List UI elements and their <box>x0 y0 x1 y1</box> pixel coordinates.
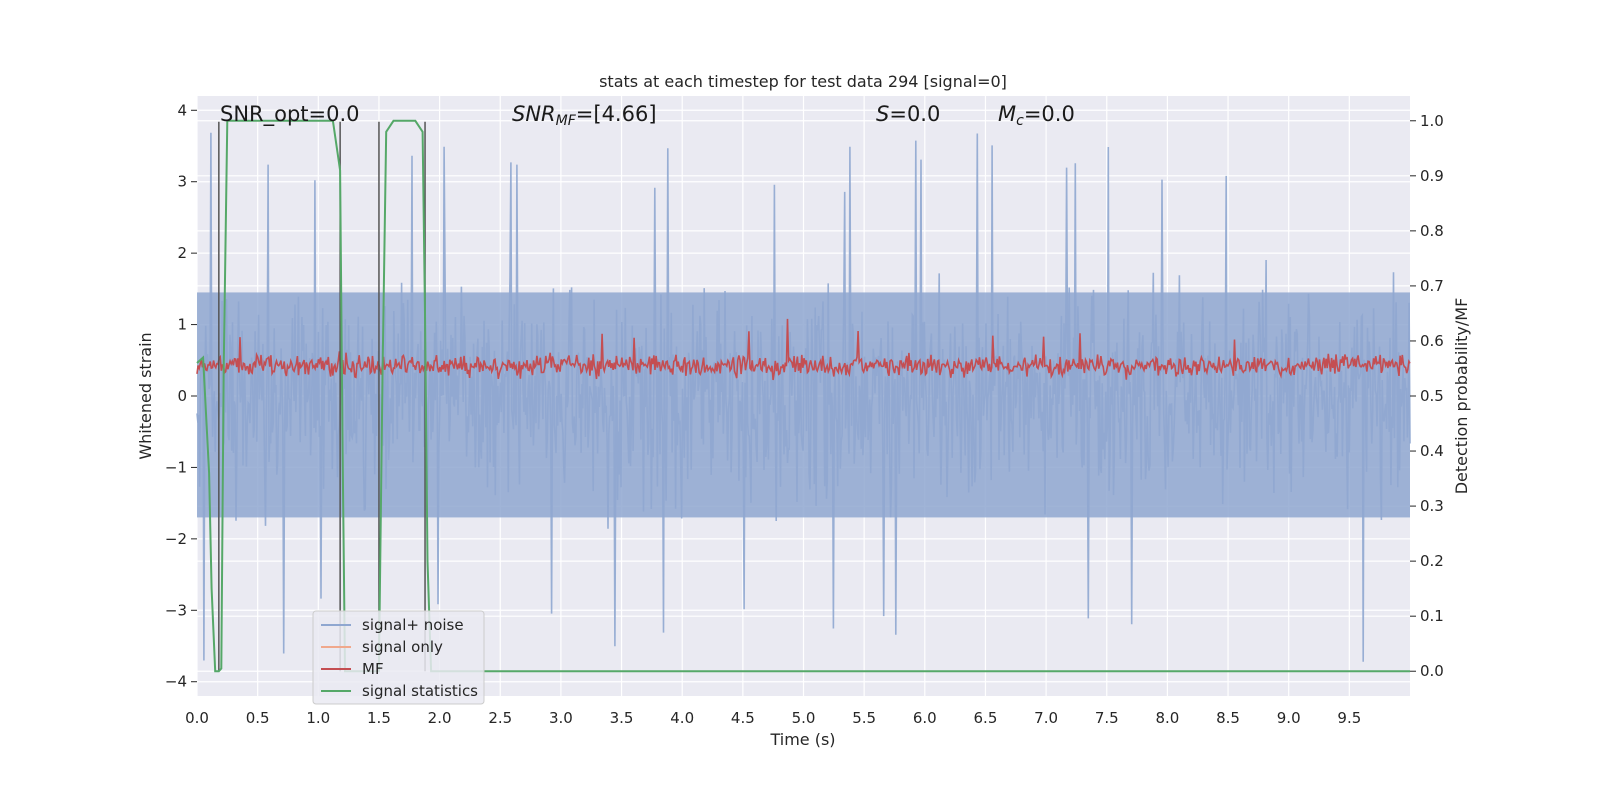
y-tick-label: 3 <box>177 173 187 191</box>
y2-tick-label: 0.6 <box>1420 332 1444 350</box>
x-tick-label: 8.5 <box>1216 709 1240 727</box>
chart-title: stats at each timestep for test data 294… <box>599 72 1007 91</box>
y2-tick-label: 0.5 <box>1420 387 1444 405</box>
y2-tick-label: 0.9 <box>1420 167 1444 185</box>
y-tick-label: −1 <box>165 458 187 476</box>
x-tick-label: 7.0 <box>1034 709 1058 727</box>
legend: signal+ noise signal only MF signal stat… <box>312 610 485 705</box>
series-mf <box>196 318 1411 381</box>
x-tick-labels: 0.0 0.5 1.0 1.5 2.0 2.5 3.0 3.5 4.0 4.5 5.0 5.5 6.0 6… <box>185 709 1361 727</box>
x-tick-label: 5.0 <box>792 709 816 727</box>
x-tick-label: 3.0 <box>549 709 573 727</box>
x-tick-label: 5.5 <box>852 709 876 727</box>
s-value: =0.0 <box>889 102 940 126</box>
x-tick-label: 1.5 <box>367 709 391 727</box>
y-axis-label: Whitened strain <box>136 332 155 459</box>
x-tick-label: 9.0 <box>1277 709 1301 727</box>
x-tick-label: 8.0 <box>1155 709 1179 727</box>
signal-statistics-line <box>196 119 1410 673</box>
legend-box <box>312 610 485 705</box>
x-axis-label: Time (s) <box>769 730 835 749</box>
y2-tick-label: 0.0 <box>1420 662 1444 680</box>
annotation-s: S=0.0 <box>876 102 940 126</box>
series-signal-statistics <box>196 119 1410 673</box>
x-tick-label: 4.5 <box>731 709 755 727</box>
y-tick-labels: 4 3 2 1 0 −1 −2 −3 −4 <box>165 101 197 691</box>
legend-label-mf: MF <box>362 660 384 678</box>
x-tick-label: 2.0 <box>428 709 452 727</box>
x-tick-label: 6.0 <box>913 709 937 727</box>
mc-value: =0.0 <box>1024 102 1075 126</box>
y2-tick-label: 0.2 <box>1420 552 1444 570</box>
legend-label-signal-noise: signal+ noise <box>362 616 464 634</box>
s-label: S <box>876 102 889 126</box>
y2-tick-label: 1.0 <box>1420 112 1444 130</box>
series-signal-noise <box>196 132 1411 662</box>
y-tick-label: −3 <box>165 601 187 619</box>
annotation-snr-mf: SNRMF=[4.66] <box>512 102 657 129</box>
annotation-snr-opt: SNR_opt=0.0 <box>220 102 360 127</box>
x-tick-label: 6.5 <box>974 709 998 727</box>
mc-label: M <box>998 102 1016 126</box>
y2-tick-label: 0.8 <box>1420 222 1444 240</box>
y2-tick-label: 0.7 <box>1420 277 1444 295</box>
x-tick-label: 3.5 <box>610 709 634 727</box>
y2-tick-labels: 1.0 0.9 0.8 0.7 0.6 0.5 0.4 0.3 0.2 0.1 0.0 <box>1410 112 1444 680</box>
x-tick-label: 0.5 <box>246 709 270 727</box>
x-tick-label: 9.5 <box>1337 709 1361 727</box>
x-tick-label: 1.0 <box>306 709 330 727</box>
snr-mf-label: SNR <box>512 102 556 126</box>
annotation-mc: Mc=0.0 <box>998 102 1075 129</box>
y-tick-label: 2 <box>177 244 187 262</box>
snr-mf-subscript: MF <box>556 113 577 129</box>
y-tick-label: 4 <box>177 101 187 119</box>
snr-mf-value: =[4.66] <box>576 102 657 126</box>
x-tick-label: 4.0 <box>670 709 694 727</box>
y-tick-label: 1 <box>177 316 187 334</box>
y-tick-label: 0 <box>177 387 187 405</box>
x-tick-label: 0.0 <box>185 709 209 727</box>
y2-tick-label: 0.3 <box>1420 497 1444 515</box>
legend-label-signal-only: signal only <box>362 638 443 656</box>
x-tick-label: 7.5 <box>1095 709 1119 727</box>
x-tick-label: 2.5 <box>488 709 512 727</box>
signal-noise-core <box>197 292 1410 518</box>
mf-line <box>196 318 1411 381</box>
y2-axis-label: Detection probability/MF <box>1452 298 1471 495</box>
y2-tick-label: 0.4 <box>1420 442 1444 460</box>
y2-tick-label: 0.1 <box>1420 607 1444 625</box>
legend-label-signal-statistics: signal statistics <box>362 682 478 700</box>
y-tick-label: −4 <box>165 673 187 691</box>
mc-subscript: c <box>1016 113 1024 129</box>
y-tick-label: −2 <box>165 530 187 548</box>
